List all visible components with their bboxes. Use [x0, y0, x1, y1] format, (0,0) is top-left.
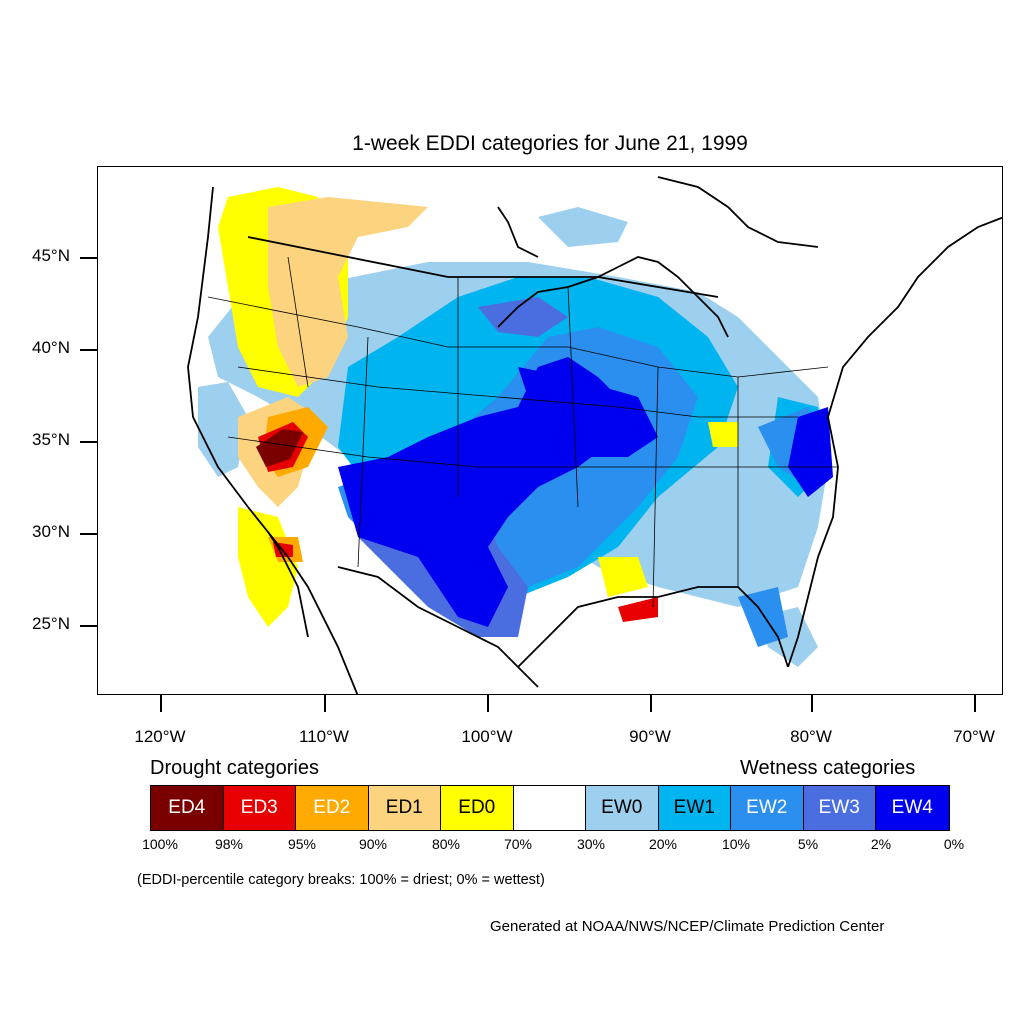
- category-note: (EDDI-percentile category breaks: 100% =…: [137, 872, 545, 888]
- legend-ed4: ED4: [151, 786, 224, 830]
- lon-label-70: 70°W: [953, 727, 995, 746]
- lon-label-100: 100°W: [461, 727, 513, 746]
- legend-ew4: EW4: [876, 786, 949, 830]
- lat-label-35: 35°N: [32, 430, 70, 449]
- pct-label: 95%: [287, 836, 317, 852]
- pct-label: 30%: [576, 836, 606, 852]
- pct-label: 70%: [503, 836, 533, 852]
- ew4-regions: [338, 357, 833, 627]
- pct-label: 20%: [648, 836, 678, 852]
- lat-label-40: 40°N: [32, 338, 70, 357]
- state-lines: [207, 256, 838, 608]
- pct-label: 90%: [358, 836, 388, 852]
- lon-label-90: 90°W: [629, 727, 671, 746]
- lat-tick: [80, 257, 97, 259]
- credit-line: Generated at NOAA/NWS/NCEP/Climate Predi…: [490, 918, 885, 935]
- lon-tick: [811, 695, 813, 712]
- pct-label: 98%: [214, 836, 244, 852]
- lat-tick: [80, 349, 97, 351]
- pct-label: 2%: [870, 836, 892, 852]
- map-title: 1-week EDDI categories for June 21, 1999: [352, 132, 748, 155]
- lon-label-80: 80°W: [790, 727, 832, 746]
- legend-ed3: ED3: [223, 786, 296, 830]
- lat-tick: [80, 441, 97, 443]
- lon-tick: [650, 695, 652, 712]
- pct-label: 0%: [943, 836, 965, 852]
- legend-ew3: EW3: [803, 786, 876, 830]
- ed4-regions: [256, 429, 303, 467]
- lat-label-25: 25°N: [32, 614, 70, 633]
- lat-label-30: 30°N: [32, 522, 70, 541]
- map-panel: [97, 166, 1003, 695]
- legend-ed1: ED1: [368, 786, 441, 830]
- legend-colorbar: ED4 ED3 ED2 ED1 ED0 EW0 EW1 EW2 EW3 EW4: [150, 785, 950, 831]
- lon-label-110: 110°W: [299, 727, 349, 746]
- wetness-categories-title: Wetness categories: [740, 757, 916, 779]
- lat-tick: [80, 625, 97, 627]
- legend-ew1: EW1: [658, 786, 731, 830]
- pct-label: 10%: [721, 836, 751, 852]
- lat-tick: [80, 533, 97, 535]
- legend-ed2: ED2: [296, 786, 369, 830]
- drought-categories-title: Drought categories: [150, 757, 319, 779]
- lat-label-45: 45°N: [32, 246, 70, 265]
- boundaries: [187, 176, 1002, 694]
- lon-label-120: 120°W: [134, 727, 186, 746]
- legend-ed0: ED0: [441, 786, 514, 830]
- legend-ew0: EW0: [586, 786, 659, 830]
- eddi-map: [187, 176, 1002, 694]
- lon-tick: [160, 695, 162, 712]
- pct-label: 5%: [797, 836, 819, 852]
- lon-tick: [974, 695, 976, 712]
- lon-tick: [324, 695, 326, 712]
- legend-neutral: [513, 786, 586, 830]
- pct-label: 80%: [431, 836, 461, 852]
- legend-ew2: EW2: [731, 786, 804, 830]
- pct-label: 100%: [142, 836, 178, 852]
- lon-tick: [487, 695, 489, 712]
